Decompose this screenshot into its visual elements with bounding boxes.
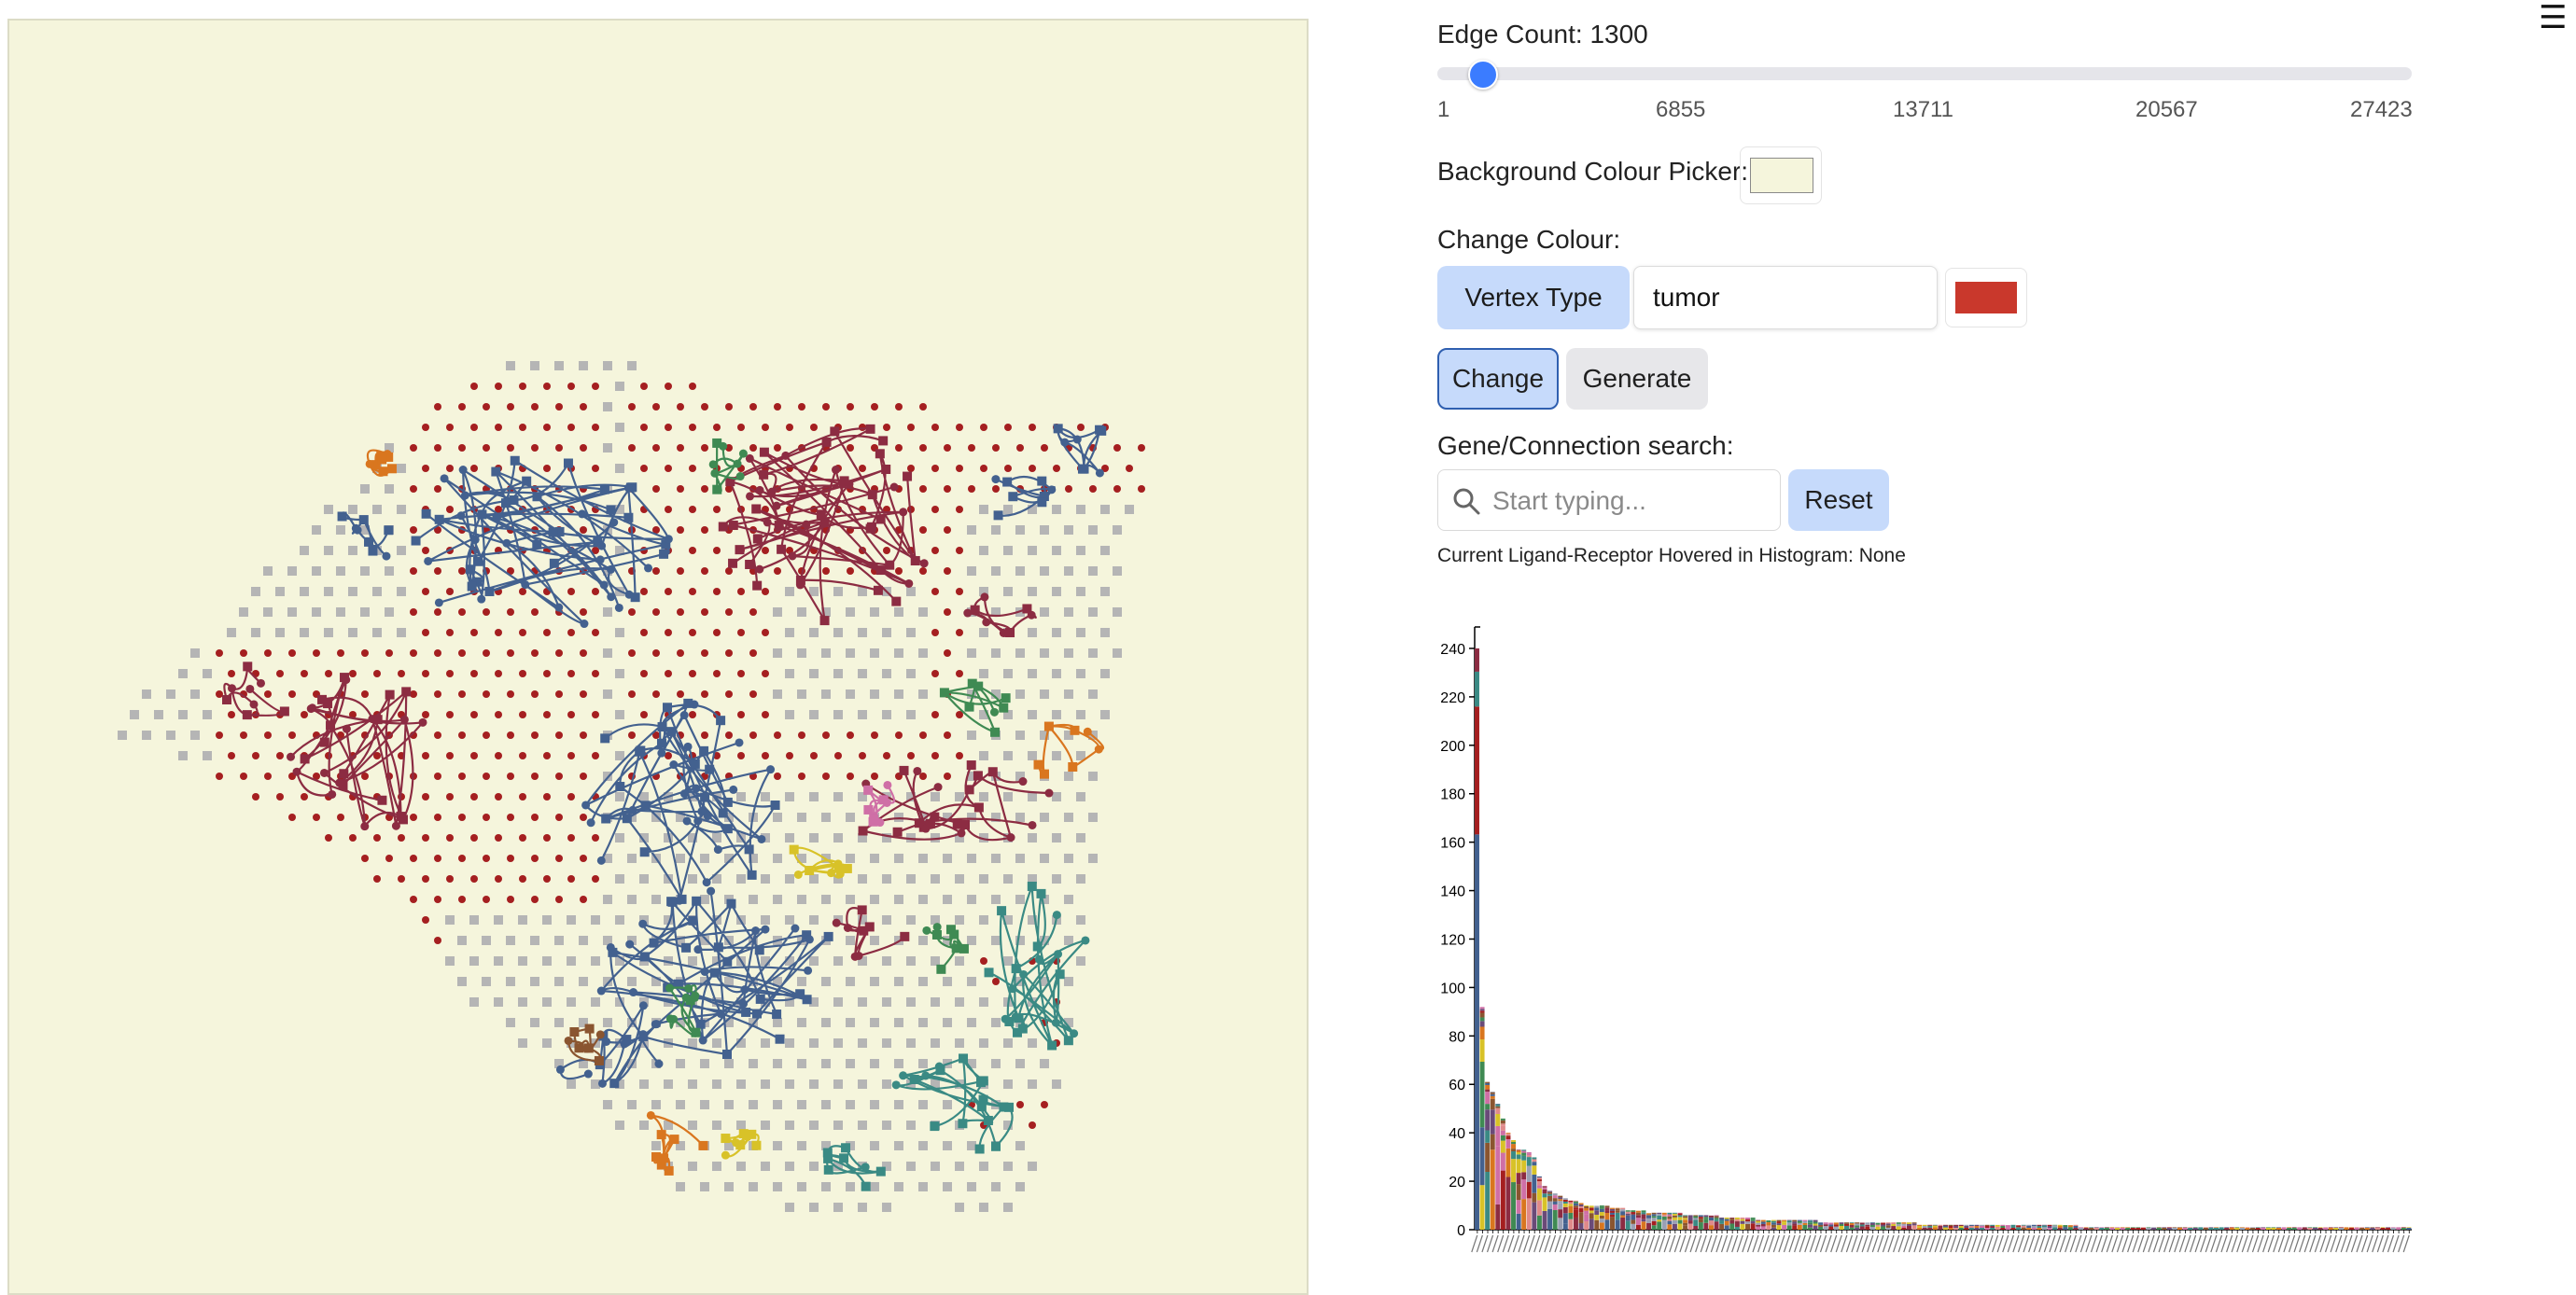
y-tick-label: 80 xyxy=(1449,1029,1465,1045)
background-colour-picker[interactable] xyxy=(1740,146,1822,204)
gene-search-box[interactable] xyxy=(1437,469,1781,531)
slider-tick: 20567 xyxy=(2135,97,2198,123)
slider-tick: 27423 xyxy=(2350,97,2413,123)
graph-layer xyxy=(118,361,1145,1212)
hover-status-text: Current Ligand-Receptor Hovered in Histo… xyxy=(1437,545,1906,567)
slider-tick: 13711 xyxy=(1893,97,1953,123)
reset-button[interactable]: Reset xyxy=(1788,469,1889,531)
slider-tick: 6855 xyxy=(1656,97,1705,123)
edge-count-slider-thumb[interactable] xyxy=(1468,60,1498,90)
gene-search-input[interactable] xyxy=(1491,480,1774,522)
edge-count-slider-track[interactable] xyxy=(1437,67,2412,80)
slider-tick: 1 xyxy=(1437,97,1449,123)
graph-canvas[interactable] xyxy=(7,19,1309,1295)
histogram-bar[interactable] xyxy=(2403,1227,2411,1252)
hamburger-menu-icon[interactable]: ☰ xyxy=(2539,2,2567,34)
histogram-bar[interactable] xyxy=(1472,648,1479,1252)
y-tick-label: 200 xyxy=(1440,739,1465,755)
generate-button[interactable]: Generate xyxy=(1566,348,1708,410)
y-tick-label: 20 xyxy=(1449,1175,1465,1191)
y-tick-label: 0 xyxy=(1457,1223,1465,1239)
vertex-colour-swatch xyxy=(1955,282,2017,313)
histogram-y-axis: 0 20 40 60 80 100 120 140 160 180 200 220 240 xyxy=(1440,627,2412,1239)
vertex-colour-picker[interactable] xyxy=(1945,268,2027,327)
edge-count-label: Edge Count: 1300 xyxy=(1437,19,1648,50)
y-tick-label: 40 xyxy=(1449,1126,1465,1142)
gene-search-label: Gene/Connection search: xyxy=(1437,430,1734,462)
vertex-type-input[interactable] xyxy=(1633,266,1938,329)
y-tick-label: 240 xyxy=(1440,642,1465,658)
background-colour-swatch xyxy=(1750,158,1813,193)
y-tick-label: 160 xyxy=(1440,836,1465,852)
y-tick-label: 60 xyxy=(1449,1078,1465,1093)
y-tick-label: 220 xyxy=(1440,690,1465,706)
change-button[interactable]: Change xyxy=(1437,348,1559,410)
y-tick-label: 100 xyxy=(1440,981,1465,996)
ligand-receptor-histogram[interactable]: 0 20 40 60 80 100 120 140 160 180 200 220 240 xyxy=(1419,606,2417,1288)
y-tick-label: 120 xyxy=(1440,932,1465,948)
spatial-graph[interactable] xyxy=(9,21,1307,1293)
search-icon xyxy=(1451,486,1481,516)
y-tick-label: 180 xyxy=(1440,787,1465,803)
vertex-type-button[interactable]: Vertex Type xyxy=(1437,266,1630,329)
background-colour-label: Background Colour Picker: xyxy=(1437,156,1748,188)
y-tick-label: 140 xyxy=(1440,884,1465,900)
change-colour-label: Change Colour: xyxy=(1437,224,1620,256)
